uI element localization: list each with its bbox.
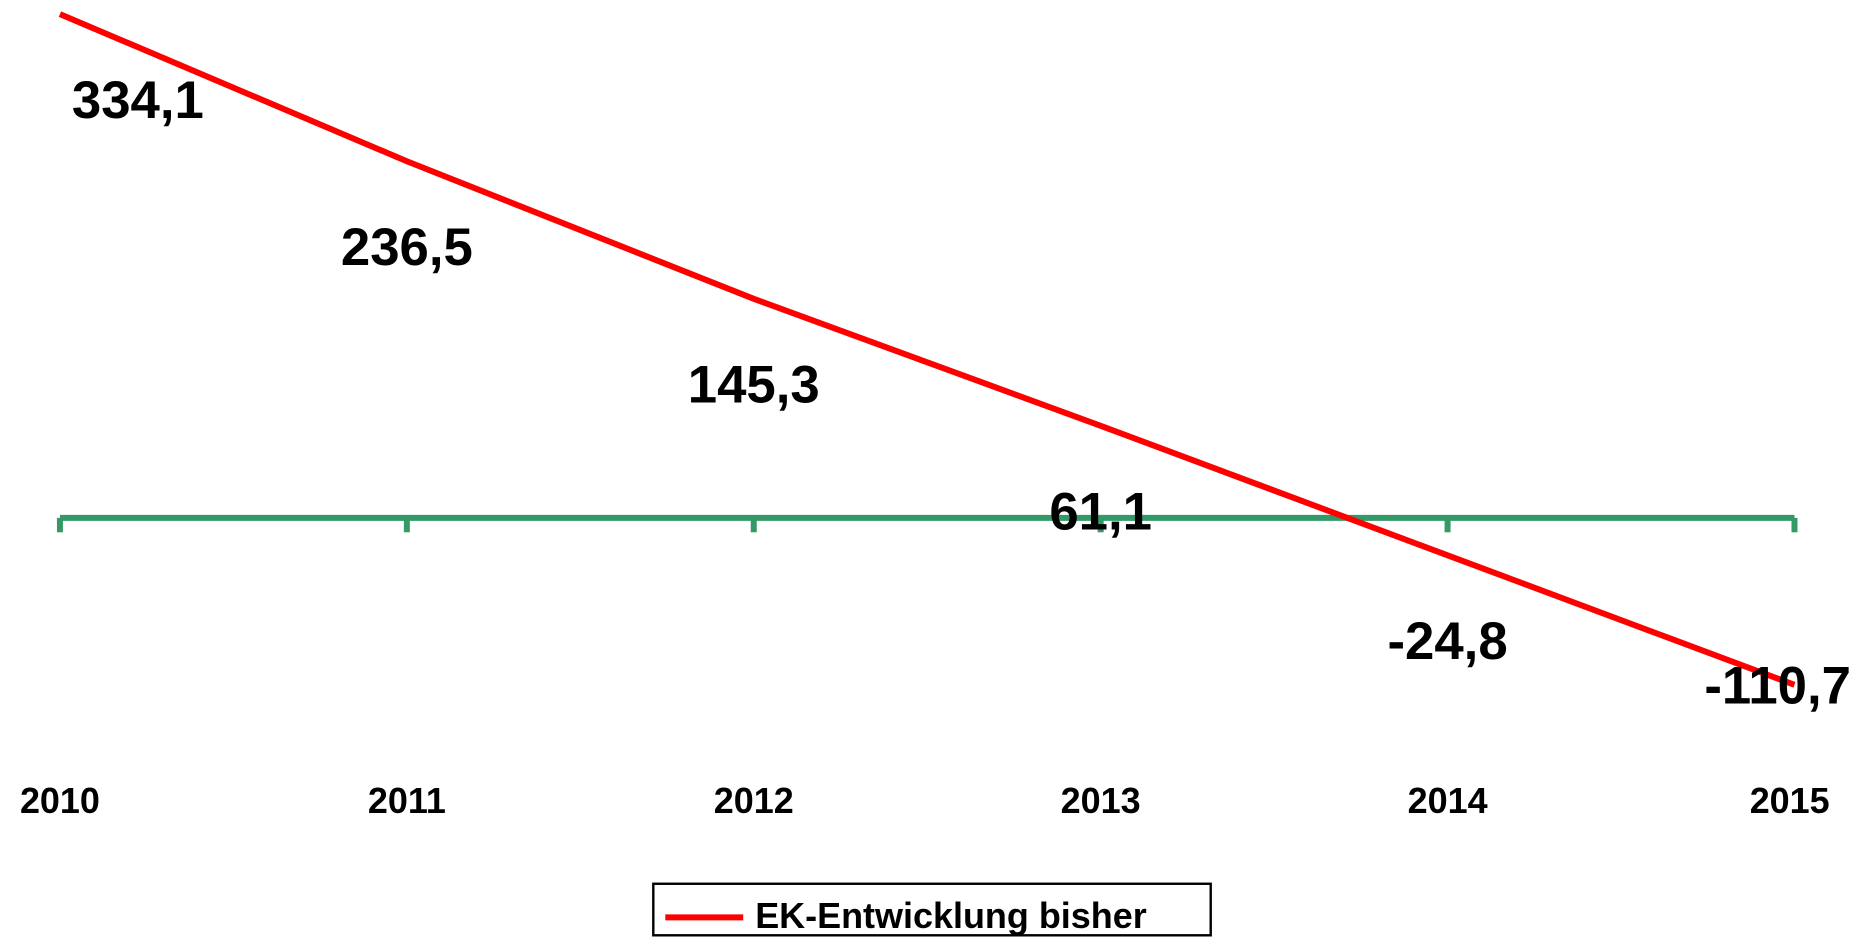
data-label: 236,5 [341, 218, 473, 277]
legend-box [652, 882, 1212, 937]
data-label: -110,7 [1704, 657, 1851, 716]
data-label: 145,3 [688, 356, 820, 415]
x-tick-label: 2015 [1750, 780, 1830, 821]
data-line [58, 11, 1796, 688]
x-tick-label: 2014 [1408, 780, 1488, 821]
x-tick-label: 2011 [368, 780, 446, 821]
data-label: 61,1 [1049, 483, 1152, 542]
data-label: -24,8 [1387, 612, 1507, 671]
x-tick-label: 2013 [1061, 780, 1141, 821]
data-label: 334,1 [72, 71, 204, 130]
x-tick-label: 2012 [714, 780, 794, 821]
legend: EK-Entwicklung bisher [652, 882, 1212, 937]
x-tick-label: 2010 [20, 780, 100, 821]
legend-label: EK-Entwicklung bisher [755, 895, 1147, 936]
